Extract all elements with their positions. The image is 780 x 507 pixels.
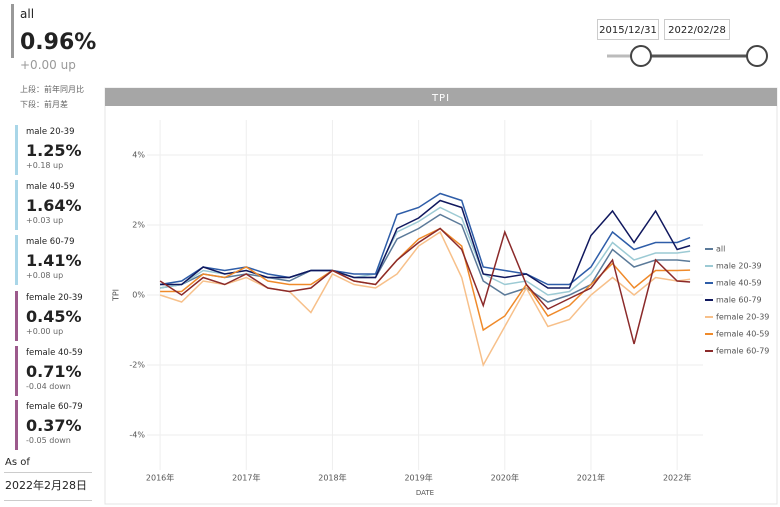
kpi-delta: -0.04 down [26,382,71,391]
chart-title-bar [105,88,777,106]
slider-end-handle[interactable] [746,45,768,67]
header-value: 0.96% [20,30,97,55]
kpi-delta: +0.03 up [26,216,64,225]
x-axis-label: DATE [416,489,434,497]
kpi-card: male 60-79 1.41% +0.08 up [15,235,95,285]
y-tick-label: -2% [129,361,145,370]
kpi-card: female 20-39 0.45% +0.00 up [15,291,95,341]
x-tick-label: 2016年 [146,473,174,483]
start-date-input[interactable]: 2015/12/31 [597,19,659,40]
kpi-label: female 40-59 [26,348,83,358]
x-tick-label: 2019年 [404,473,432,483]
legend-label: female 20-39 [716,313,769,322]
end-date-input[interactable]: 2022/02/28 [664,19,730,40]
y-tick-label: -4% [129,431,145,440]
kpi-label: female 20-39 [26,293,83,303]
y-tick-label: 4% [132,151,145,160]
x-tick-label: 2018年 [318,473,346,483]
kpi-delta: -0.05 down [26,436,71,445]
chart-title: TPI [431,93,450,104]
kpi-delta: +0.18 up [26,161,64,170]
kpi-value: 0.45% [26,307,82,326]
legend-label: female 60-79 [716,347,769,356]
x-tick-label: 2020年 [491,473,519,483]
series-line [159,192,691,286]
series-line [159,213,691,303]
kpi-value: 0.71% [26,362,82,381]
kpi-label: male 40-59 [26,182,75,192]
divider [4,500,92,501]
legend-label: all [716,245,725,254]
kpi-label: male 60-79 [26,237,75,247]
slider-start-handle[interactable] [630,45,652,67]
legend-label: male 20-39 [716,262,762,271]
kpi-label: female 60-79 [26,402,83,412]
as-of-label: As of [5,457,30,468]
as-of-date: 2022年2月28日 [5,479,87,492]
y-axis-label: TPI [112,289,121,302]
legend-label: male 40-59 [716,279,762,288]
kpi-card: male 20-39 1.25% +0.18 up [15,125,95,175]
x-tick-label: 2017年 [232,473,260,483]
kpi-card: female 40-59 0.71% -0.04 down [15,346,95,396]
divider [4,472,92,473]
series-line [159,227,691,345]
kpi-delta: +0.08 up [26,271,64,280]
x-tick-label: 2021年 [577,473,605,483]
kpi-value: 1.25% [26,141,82,160]
kpi-value: 1.41% [26,251,82,270]
legend-label: female 40-59 [716,330,769,339]
series-line [159,230,691,368]
kpi-label: male 20-39 [26,127,75,137]
kpi-delta: +0.00 up [26,327,64,336]
header-note: 上段：前年同月比 [20,85,84,94]
header-label: all [20,7,35,21]
header-note: 下段：前月差 [20,100,68,109]
series-line [160,227,691,332]
header-delta: +0.00 up [20,58,76,72]
y-tick-label: 2% [132,221,145,230]
kpi-value: 1.64% [26,196,82,215]
header-accent [11,4,14,58]
kpi-value: 0.37% [26,416,82,435]
kpi-card: male 40-59 1.64% +0.03 up [15,180,95,230]
chart-frame [104,87,778,505]
kpi-card: female 60-79 0.37% -0.05 down [15,400,95,450]
x-tick-label: 2022年 [663,473,691,483]
y-tick-label: 0% [132,291,145,300]
series-line [160,199,691,289]
legend-label: male 60-79 [716,296,762,305]
